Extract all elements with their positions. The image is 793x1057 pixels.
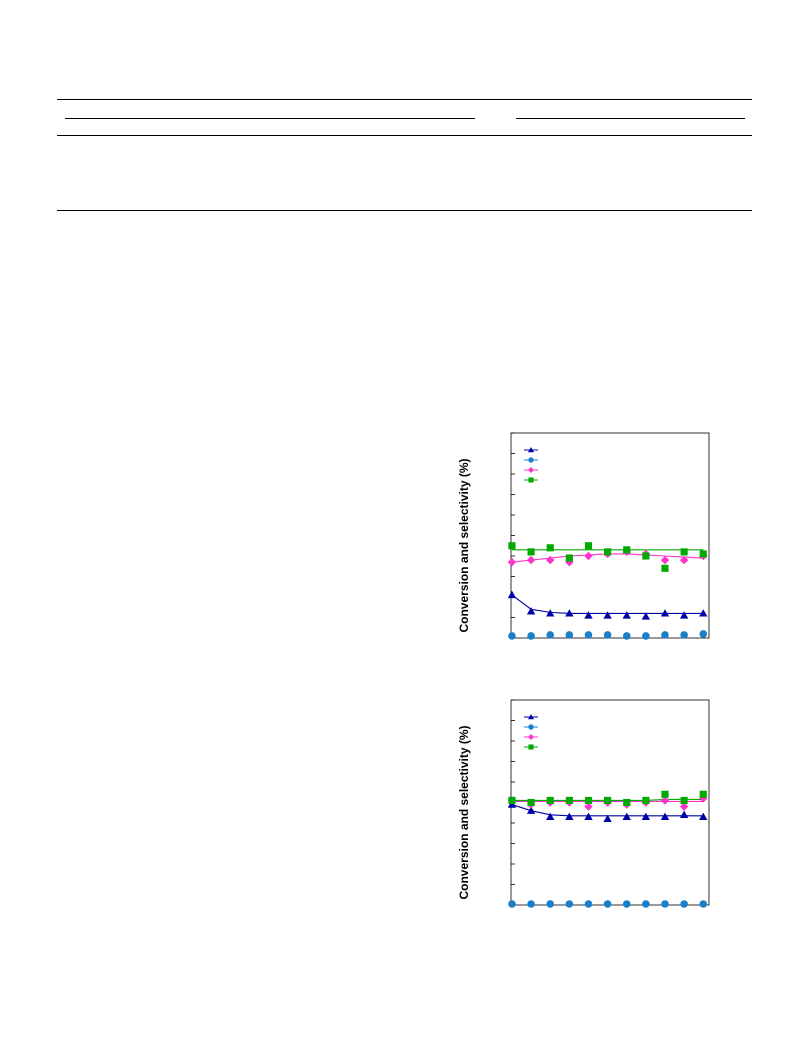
data-point-series-2 — [527, 632, 535, 640]
data-point-series-3 — [584, 551, 593, 561]
data-point-series-1 — [641, 812, 651, 820]
data-point-series-4 — [661, 790, 669, 798]
data-point-series-2 — [565, 631, 574, 639]
data-point-series-1 — [679, 810, 689, 818]
plot-frame — [510, 432, 710, 639]
chart-2-svg: Conversion and selectivity (%) — [457, 699, 710, 908]
data-point-series-1 — [507, 590, 517, 599]
data-point-series-4 — [565, 554, 573, 562]
data-point-series-1 — [603, 814, 612, 823]
table-bottom-rule — [57, 210, 752, 211]
legend-marker-4 — [528, 744, 534, 750]
data-point-series-2 — [546, 900, 554, 908]
data-point-series-1 — [622, 611, 631, 619]
data-point-series-4 — [604, 796, 612, 805]
data-point-series-1 — [679, 611, 689, 619]
chart-1: Conversion and selectivity (%) — [450, 425, 730, 655]
table-subheader-rule-left — [65, 118, 475, 119]
data-point-series-3 — [584, 802, 593, 811]
data-point-series-3 — [526, 555, 536, 565]
data-point-series-4 — [623, 798, 631, 807]
data-point-series-1 — [660, 812, 670, 820]
data-point-series-4 — [642, 552, 650, 560]
legend-marker-3 — [528, 467, 534, 473]
data-point-series-4 — [527, 548, 535, 556]
data-point-series-2 — [622, 900, 631, 908]
y-axis-label: Conversion and selectivity (%) — [457, 725, 471, 899]
data-point-series-4 — [699, 550, 707, 558]
data-point-series-4 — [699, 790, 707, 798]
data-point-series-3 — [546, 555, 555, 565]
data-point-series-4 — [546, 796, 554, 805]
data-point-series-4 — [565, 796, 573, 805]
data-point-series-4 — [661, 564, 669, 572]
data-point-series-2 — [527, 900, 535, 908]
data-point-series-1 — [584, 611, 593, 619]
fit-curve-1 — [511, 594, 704, 614]
table-subheader-rule-right — [516, 118, 745, 119]
data-point-series-4 — [546, 544, 554, 552]
data-point-series-3 — [660, 555, 670, 565]
table-top-rule — [57, 99, 752, 100]
data-point-series-2 — [508, 900, 516, 908]
data-point-series-2 — [622, 632, 631, 640]
data-point-series-2 — [699, 900, 708, 908]
data-point-series-3 — [507, 557, 517, 567]
data-point-series-2 — [584, 900, 593, 908]
data-point-series-2 — [603, 900, 612, 908]
data-point-series-1 — [699, 812, 708, 820]
data-point-series-1 — [603, 611, 612, 619]
legend-marker-2 — [528, 724, 534, 730]
data-point-series-2 — [661, 631, 669, 639]
data-point-series-2 — [584, 631, 593, 639]
data-point-series-1 — [546, 609, 555, 617]
data-point-series-1 — [565, 609, 574, 617]
data-point-series-3 — [660, 796, 670, 805]
data-point-series-4 — [527, 798, 535, 807]
data-point-series-2 — [680, 900, 688, 908]
data-point-series-4 — [642, 796, 650, 805]
data-point-series-2 — [565, 900, 574, 908]
data-point-series-1 — [526, 806, 536, 814]
data-point-series-4 — [508, 796, 516, 805]
data-point-series-1 — [699, 609, 708, 617]
legend-marker-2 — [528, 457, 534, 463]
data-point-series-2 — [642, 632, 650, 640]
data-point-series-1 — [584, 812, 593, 820]
data-point-series-2 — [546, 631, 554, 639]
data-point-series-4 — [680, 548, 688, 556]
legend-marker-1 — [528, 714, 534, 720]
data-point-series-4 — [584, 796, 593, 805]
data-point-series-4 — [623, 546, 631, 554]
data-point-series-4 — [508, 542, 516, 550]
data-point-series-1 — [641, 612, 651, 620]
data-point-series-4 — [680, 796, 688, 805]
data-point-series-2 — [642, 900, 650, 908]
data-point-series-2 — [603, 631, 612, 639]
data-point-series-4 — [604, 548, 612, 556]
data-point-series-2 — [661, 900, 669, 908]
data-point-series-1 — [565, 812, 574, 820]
data-point-series-2 — [508, 632, 516, 640]
legend-marker-3 — [528, 734, 534, 740]
data-point-series-2 — [680, 631, 688, 639]
data-point-series-1 — [660, 609, 670, 617]
data-point-series-1 — [526, 607, 536, 615]
y-axis-label: Conversion and selectivity (%) — [457, 458, 471, 632]
chart-1-svg: Conversion and selectivity (%) — [457, 432, 710, 640]
chart-2: Conversion and selectivity (%) — [450, 692, 730, 922]
data-point-series-2 — [699, 630, 708, 638]
legend-marker-4 — [528, 477, 534, 483]
data-point-series-4 — [584, 542, 593, 550]
data-point-series-1 — [622, 812, 631, 820]
legend-marker-1 — [528, 447, 534, 453]
data-point-series-1 — [546, 812, 555, 820]
table-header-rule — [57, 135, 752, 136]
